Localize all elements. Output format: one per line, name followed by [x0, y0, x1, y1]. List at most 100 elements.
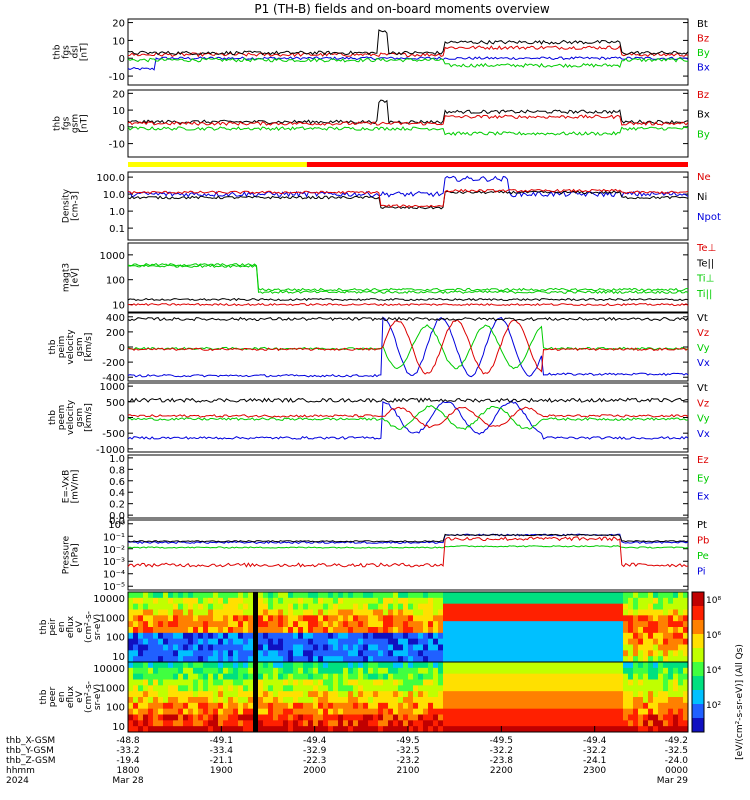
spectrogram-cell [448, 609, 454, 616]
spectrogram-cell [658, 615, 664, 622]
spectrogram-cell [178, 644, 184, 651]
spectrogram-cell [318, 667, 324, 675]
spectrogram-cell [633, 697, 639, 704]
spectrogram-cell [188, 621, 194, 628]
spectrogram-cell [453, 685, 459, 692]
spectrogram-cell [463, 673, 469, 680]
spectrogram-cell [678, 621, 684, 628]
y-tick-label: 10 [112, 722, 125, 733]
spectrogram-cell [273, 656, 279, 663]
spectrogram-cell [133, 609, 139, 616]
spectrogram-cell [663, 691, 669, 698]
spectrogram-cell [353, 702, 359, 710]
spectrogram-cell [463, 638, 469, 645]
spectrogram-cell [538, 667, 544, 675]
spectrogram-cell [293, 627, 299, 634]
spectrogram-cell [458, 638, 464, 645]
spectrogram-cell [223, 603, 229, 610]
spectrogram-cell [438, 708, 444, 715]
spectrogram-cell [628, 667, 634, 675]
spectrogram-cell [458, 685, 464, 692]
spectrogram-cell [378, 621, 384, 628]
spectrogram-cell [508, 609, 514, 616]
spectrogram-cell [563, 679, 569, 686]
y-tick-label: -1000 [96, 445, 125, 456]
spectrogram-cell [353, 697, 359, 704]
spectrogram-cell [648, 650, 654, 657]
spectrogram-cell [568, 592, 574, 599]
spectrogram-cell [628, 702, 634, 710]
spectrogram-cell [133, 632, 139, 640]
spectrogram-cell [588, 627, 594, 634]
spectrogram-cell [548, 650, 554, 657]
spectrogram-cell [208, 685, 214, 692]
spectrogram-cell [448, 621, 454, 628]
spectrogram-cell [198, 679, 204, 686]
spectrogram-cell [178, 656, 184, 663]
spectrogram-cell [478, 627, 484, 634]
spectrogram-cell [453, 627, 459, 634]
spectrogram-cell [193, 714, 199, 721]
spectrogram-cell [128, 603, 134, 610]
spectrogram-cell [483, 638, 489, 645]
spectrogram-cell [288, 644, 294, 651]
spectrogram-cell [483, 650, 489, 657]
spectrogram-cell [393, 609, 399, 616]
spectrogram-cell [513, 685, 519, 692]
x-row-value: -32.9 [303, 746, 327, 756]
spectrogram-cell [248, 708, 254, 715]
spectrogram-cell [298, 644, 304, 651]
spectrogram-cell [648, 697, 654, 704]
spectrogram-cell [268, 592, 274, 599]
spectrogram-cell [648, 656, 654, 663]
spectrogram-cell [213, 679, 219, 686]
y-tick-label: 10⁻⁵ [103, 582, 125, 593]
spectrogram-cell [503, 685, 509, 692]
spectrogram-cell [603, 667, 609, 675]
spectrogram-cell [678, 597, 684, 605]
spectrogram-cell [363, 638, 369, 645]
spectrogram-cell [578, 656, 584, 663]
spectrogram-cell [343, 691, 349, 698]
spectrogram-cell [138, 592, 144, 599]
spectrogram-cell [408, 644, 414, 651]
spectrogram-cell [513, 638, 519, 645]
spectrogram-cell [368, 667, 374, 675]
spectrogram-cell [638, 702, 644, 710]
spectrogram-cell [618, 592, 624, 599]
spectrogram-cell [513, 592, 519, 599]
spectrogram-cell [463, 609, 469, 616]
spectrogram-cell [238, 603, 244, 610]
spectrogram-cell [198, 638, 204, 645]
y-tick-label: 0 [119, 123, 125, 134]
spectrogram-cell [548, 638, 554, 645]
spectrogram-cell [443, 720, 449, 727]
spectrogram-cell [528, 621, 534, 628]
spectrogram-cell [153, 650, 159, 657]
spectrogram-cell [368, 679, 374, 686]
spectrogram-cell [598, 667, 604, 675]
spectrogram-cell [168, 673, 174, 680]
spectrogram-cell [433, 679, 439, 686]
spectrogram-cell [478, 609, 484, 616]
spectrogram-cell [638, 673, 644, 680]
spectrogram-cell [633, 638, 639, 645]
spectrogram-cell [513, 597, 519, 605]
spectrogram-cell [398, 615, 404, 622]
spectrogram-cell [293, 662, 299, 669]
legend-entry: Vt [697, 383, 708, 394]
spectrogram-cell [598, 714, 604, 721]
spectrogram-cell [378, 592, 384, 599]
spectrogram-cell [343, 702, 349, 710]
spectrogram-cell [423, 609, 429, 616]
spectrogram-cell [488, 627, 494, 634]
spectrogram-cell [403, 720, 409, 727]
spectrogram-cell [248, 697, 254, 704]
spectrogram-cell [583, 679, 589, 686]
spectrogram-cell [463, 720, 469, 727]
spectrogram-cell [253, 627, 259, 634]
spectrogram-cell [498, 650, 504, 657]
legend-entry: Ti|| [696, 289, 712, 300]
spectrogram-cell [518, 667, 524, 675]
